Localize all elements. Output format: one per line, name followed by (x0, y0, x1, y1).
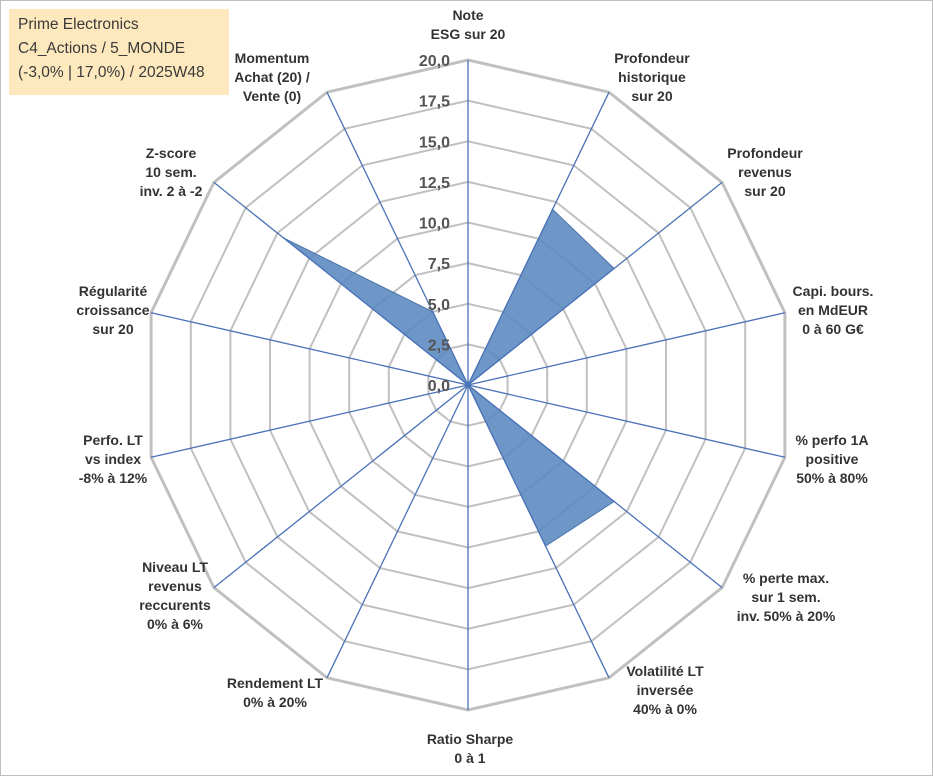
axis-label-13: Momentum Achat (20) / Vente (0) (234, 50, 310, 104)
axis-label-line: sur 1 sem. (751, 589, 820, 605)
series-area (283, 208, 615, 547)
tick-label: 10,0 (419, 216, 450, 233)
tick-label: 15,0 (419, 134, 450, 151)
spoke-8 (326, 384, 469, 679)
axis-label-line: inv. 50% à 20% (737, 608, 836, 624)
spoke-1 (467, 91, 610, 386)
axis-label-line: Vente (0) (243, 88, 301, 104)
axis-label-line: historique (618, 69, 686, 85)
axis-label-line: sur 20 (631, 88, 672, 104)
period-label: (-3,0% | 17,0%) / 2025W48 (18, 64, 205, 81)
spoke-9 (213, 384, 469, 589)
spoke-10 (150, 384, 469, 458)
tick-label: 7,5 (428, 256, 450, 273)
axis-label-line: Ratio Sharpe (427, 731, 514, 747)
radar-spokes (150, 60, 786, 710)
spoke-6 (467, 384, 610, 679)
axis-label-line: revenus (148, 578, 202, 594)
axis-label-line: Capi. bours. (793, 283, 874, 299)
axis-label-line: en MdEUR (798, 302, 868, 318)
axis-label-line: 0% à 6% (147, 616, 204, 632)
axis-label-line: revenus (738, 164, 792, 180)
radar-tick-labels: 0,0 2,5 5,0 7,5 10,0 12,5 15,0 17,5 20,0 (419, 53, 450, 395)
axis-label-line: Profondeur (727, 145, 803, 161)
axis-label-4: % perfo 1A positive 50% à 80% (795, 432, 868, 486)
axis-label-line: vs index (85, 451, 141, 467)
axis-label-7: Ratio Sharpe 0 à 1 (427, 731, 514, 766)
axis-label-line: Volatilité LT (626, 663, 704, 679)
axis-label-line: ESG sur 20 (431, 26, 506, 42)
tick-label: 17,5 (419, 94, 450, 111)
axis-label-line: 0 à 60 G€ (802, 321, 864, 337)
tick-label: 12,5 (419, 175, 450, 192)
info-box: Prime Electronics C4_Actions / 5_MONDE (… (9, 9, 229, 95)
axis-label-1: Profondeur historique sur 20 (614, 50, 690, 104)
axis-label-line: % perte max. (743, 570, 829, 586)
axis-label-line: -8% à 12% (79, 470, 148, 486)
axis-label-line: 0 à 1 (454, 750, 485, 766)
radar-axis-labels: Note ESG sur 20 Profondeur historique sur 20… (76, 7, 873, 766)
axis-label-8: Rendement LT 0% à 20% (227, 675, 324, 710)
axis-label-9: Niveau LT revenus reccurents 0% à 6% (139, 559, 211, 632)
axis-label-line: positive (806, 451, 859, 467)
spoke-11 (150, 312, 469, 386)
category-label: C4_Actions / 5_MONDE (18, 40, 186, 57)
tick-label: 0,0 (428, 378, 450, 395)
axis-label-line: Régularité (79, 283, 148, 299)
axis-label-2: Profondeur revenus sur 20 (727, 145, 803, 199)
company-name: Prime Electronics (18, 16, 139, 33)
axis-label-line: 10 sem. (145, 164, 196, 180)
axis-label-3: Capi. bours. en MdEUR 0 à 60 G€ (793, 283, 874, 337)
axis-label-0: Note ESG sur 20 (431, 7, 506, 42)
axis-label-line: inv. 2 à -2 (140, 183, 203, 199)
spoke-2 (467, 181, 723, 386)
axis-label-line: Perfo. LT (83, 432, 143, 448)
axis-label-11: Régularité croissance sur 20 (76, 283, 149, 337)
spoke-5 (467, 384, 723, 589)
axis-label-line: % perfo 1A (795, 432, 868, 448)
tick-label: 2,5 (428, 337, 450, 354)
axis-label-line: reccurents (139, 597, 211, 613)
axis-label-10: Perfo. LT vs index -8% à 12% (79, 432, 148, 486)
axis-label-line: inversée (637, 682, 694, 698)
axis-label-line: Niveau LT (142, 559, 208, 575)
axis-label-line: 0% à 20% (243, 694, 307, 710)
axis-label-line: Profondeur (614, 50, 690, 66)
spoke-12 (213, 181, 469, 386)
axis-label-line: 40% à 0% (633, 701, 697, 717)
axis-label-line: Rendement LT (227, 675, 324, 691)
axis-label-line: Achat (20) / (234, 69, 310, 85)
axis-label-line: Momentum (235, 50, 310, 66)
axis-label-6: Volatilité LT inversée 40% à 0% (626, 663, 704, 717)
tick-label: 20,0 (419, 53, 450, 70)
axis-label-line: Z-score (146, 145, 197, 161)
axis-label-line: croissance (76, 302, 149, 318)
tick-label: 5,0 (428, 297, 450, 314)
spoke-4 (467, 384, 786, 458)
axis-label-line: sur 20 (92, 321, 133, 337)
axis-label-line: Note (452, 7, 483, 23)
spoke-3 (467, 312, 786, 386)
axis-label-12: Z-score 10 sem. inv. 2 à -2 (140, 145, 203, 199)
axis-label-line: 50% à 80% (796, 470, 868, 486)
axis-label-5: % perte max. sur 1 sem. inv. 50% à 20% (737, 570, 836, 624)
axis-label-line: sur 20 (744, 183, 785, 199)
spoke-13 (326, 91, 469, 386)
